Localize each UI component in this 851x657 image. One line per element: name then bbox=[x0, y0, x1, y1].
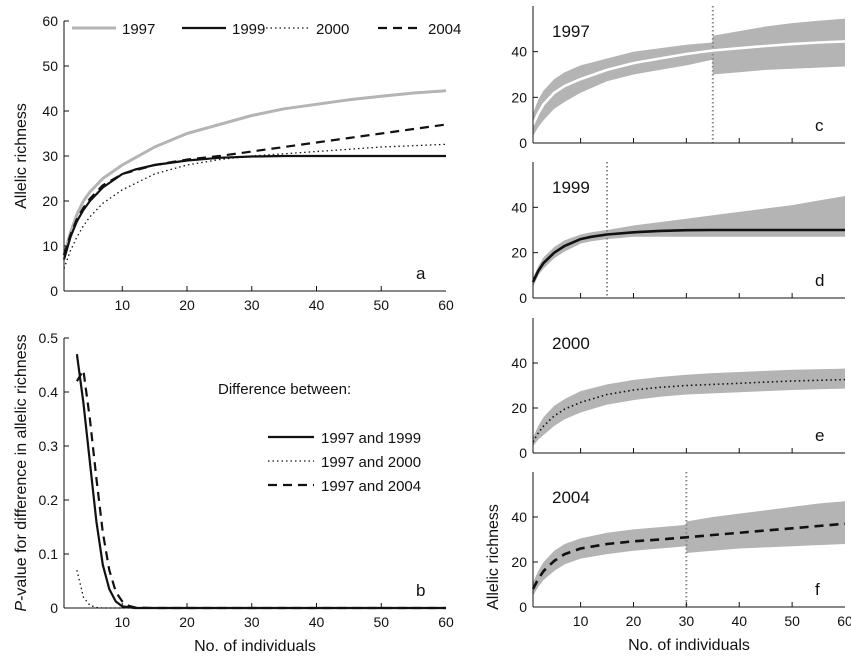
y-tick-label-f-1: 20 bbox=[511, 554, 527, 570]
mean-line-e bbox=[532, 378, 846, 443]
panel-letter-b: b bbox=[416, 581, 425, 600]
y-tick-label-e-2: 40 bbox=[511, 355, 527, 371]
x-tick-label-b-4: 50 bbox=[373, 614, 389, 630]
x-tick-label-f-4: 50 bbox=[784, 613, 800, 629]
legend-title-b: Difference between: bbox=[218, 381, 351, 398]
y-tick-label-c-2: 40 bbox=[511, 44, 527, 60]
inset-year-e: 2000 bbox=[552, 334, 590, 353]
inset-year-f: 2004 bbox=[552, 488, 590, 507]
y-tick-label-e-1: 20 bbox=[511, 400, 527, 416]
y-tick-label-a-0: 0 bbox=[50, 283, 58, 299]
confidence-band-c bbox=[533, 18, 845, 137]
legend-label-b-2: 1997 and 2004 bbox=[321, 478, 421, 495]
y-tick-label-a-4: 40 bbox=[42, 103, 58, 119]
legend-a: 1997 1999 2000 2004 bbox=[72, 21, 461, 38]
inset-year-c: 1997 bbox=[552, 22, 590, 41]
x-tick-label-b-0: 10 bbox=[114, 614, 130, 630]
y-tick-label-a-3: 30 bbox=[42, 148, 58, 164]
y-tick-label-f-2: 40 bbox=[511, 509, 527, 525]
x-tick-label-f-1: 20 bbox=[626, 613, 642, 629]
series-line-b-2 bbox=[75, 369, 446, 610]
y-tick-label-c-0: 0 bbox=[519, 135, 527, 151]
series-line-a-2 bbox=[63, 143, 447, 269]
panel-letter-f: f bbox=[815, 580, 820, 599]
mean-line-c bbox=[531, 40, 846, 126]
legend-label-a-1: 1999 bbox=[232, 21, 265, 38]
x-tick-label-b-3: 40 bbox=[309, 614, 325, 630]
y-tick-label-b-2: 0.2 bbox=[39, 492, 59, 508]
y-axis-label-b: P-value for difference in allelic richne… bbox=[13, 334, 30, 611]
y-tick-label-f-0: 0 bbox=[519, 599, 527, 615]
x-tick-label-f-2: 30 bbox=[679, 613, 695, 629]
x-tick-label-f-0: 10 bbox=[573, 613, 589, 629]
x-tick-label-b-1: 20 bbox=[179, 614, 195, 630]
y-tick-label-a-5: 50 bbox=[42, 58, 58, 74]
panel-letter-a: a bbox=[416, 264, 426, 283]
y-tick-label-a-1: 10 bbox=[42, 238, 58, 254]
x-tick-label-f-5: 60 bbox=[837, 613, 851, 629]
panel-d: 0 20 40 d 1999 bbox=[511, 162, 845, 306]
legend-label-a-2: 2000 bbox=[316, 21, 349, 38]
x-tick-label-a-5: 60 bbox=[438, 297, 454, 313]
panel-letter-d: d bbox=[815, 271, 824, 290]
panel-e: 0 20 40 e 2000 bbox=[511, 318, 846, 461]
y-tick-label-b-5: 0.5 bbox=[39, 330, 59, 346]
x-tick-label-a-1: 20 bbox=[179, 297, 195, 313]
y-tick-label-d-0: 0 bbox=[519, 290, 527, 306]
confidence-band-d bbox=[533, 196, 845, 287]
legend-label-b-1: 1997 and 2000 bbox=[321, 454, 421, 471]
series-line-a-3 bbox=[62, 123, 447, 256]
x-tick-label-b-5: 60 bbox=[438, 614, 454, 630]
x-tick-label-f-3: 40 bbox=[731, 613, 747, 629]
series-line-a-0 bbox=[62, 89, 447, 256]
series-line-b-1 bbox=[76, 570, 446, 609]
y-tick-label-b-4: 0.4 bbox=[39, 384, 59, 400]
legend-label-a-3: 2004 bbox=[428, 21, 461, 38]
legend-label-a-0: 1997 bbox=[122, 21, 155, 38]
y-tick-label-d-2: 40 bbox=[511, 199, 527, 215]
ylabel-rest: -value for difference in allelic richnes… bbox=[13, 334, 30, 601]
y-axis-label-a: Allelic richness bbox=[13, 103, 30, 209]
panel-c: 0 20 40 c 1997 bbox=[511, 6, 846, 151]
ylabel-italic-p: P bbox=[13, 601, 30, 612]
legend-b: Difference between: 1997 and 1999 1997 and… bbox=[218, 381, 421, 495]
panel-a: 0 10 20 30 40 50 60 10 20 30 40 50 60 a Allelic richne… bbox=[13, 13, 461, 313]
x-tick-label-a-4: 50 bbox=[373, 297, 389, 313]
x-tick-label-b-2: 30 bbox=[244, 614, 260, 630]
y-tick-label-c-1: 20 bbox=[511, 89, 527, 105]
panel-letter-c: c bbox=[815, 116, 824, 135]
x-tick-label-a-2: 30 bbox=[244, 297, 260, 313]
y-tick-label-b-0: 0 bbox=[50, 600, 58, 616]
y-tick-label-d-1: 20 bbox=[511, 245, 527, 261]
y-tick-label-a-2: 20 bbox=[42, 193, 58, 209]
inset-year-d: 1999 bbox=[552, 178, 590, 197]
x-axis-label-b: No. of individuals bbox=[194, 638, 316, 655]
y-axis-label-f: Allelic richness bbox=[485, 504, 502, 610]
panel-letter-e: e bbox=[815, 426, 824, 445]
x-tick-label-a-0: 10 bbox=[114, 297, 130, 313]
x-axis-label-f: No. of individuals bbox=[628, 637, 750, 654]
legend-label-b-0: 1997 and 1999 bbox=[321, 430, 421, 447]
panel-f: 0 20 40 10 20 30 40 50 60 f 2004 No. of individuals… bbox=[485, 472, 851, 654]
x-tick-label-a-3: 40 bbox=[309, 297, 325, 313]
y-tick-label-b-1: 0.1 bbox=[39, 546, 59, 562]
confidence-band-e bbox=[533, 368, 845, 447]
series-line-a-1 bbox=[62, 154, 446, 260]
panel-b: 0 0.1 0.2 0.3 0.4 0.5 10 20 30 40 50 60 b No. of indi… bbox=[13, 330, 454, 655]
y-tick-label-e-0: 0 bbox=[519, 445, 527, 461]
confidence-band-f bbox=[533, 501, 845, 596]
y-tick-label-b-3: 0.3 bbox=[39, 438, 59, 454]
y-tick-label-a-6: 60 bbox=[42, 13, 58, 29]
mean-line-d bbox=[531, 228, 845, 283]
